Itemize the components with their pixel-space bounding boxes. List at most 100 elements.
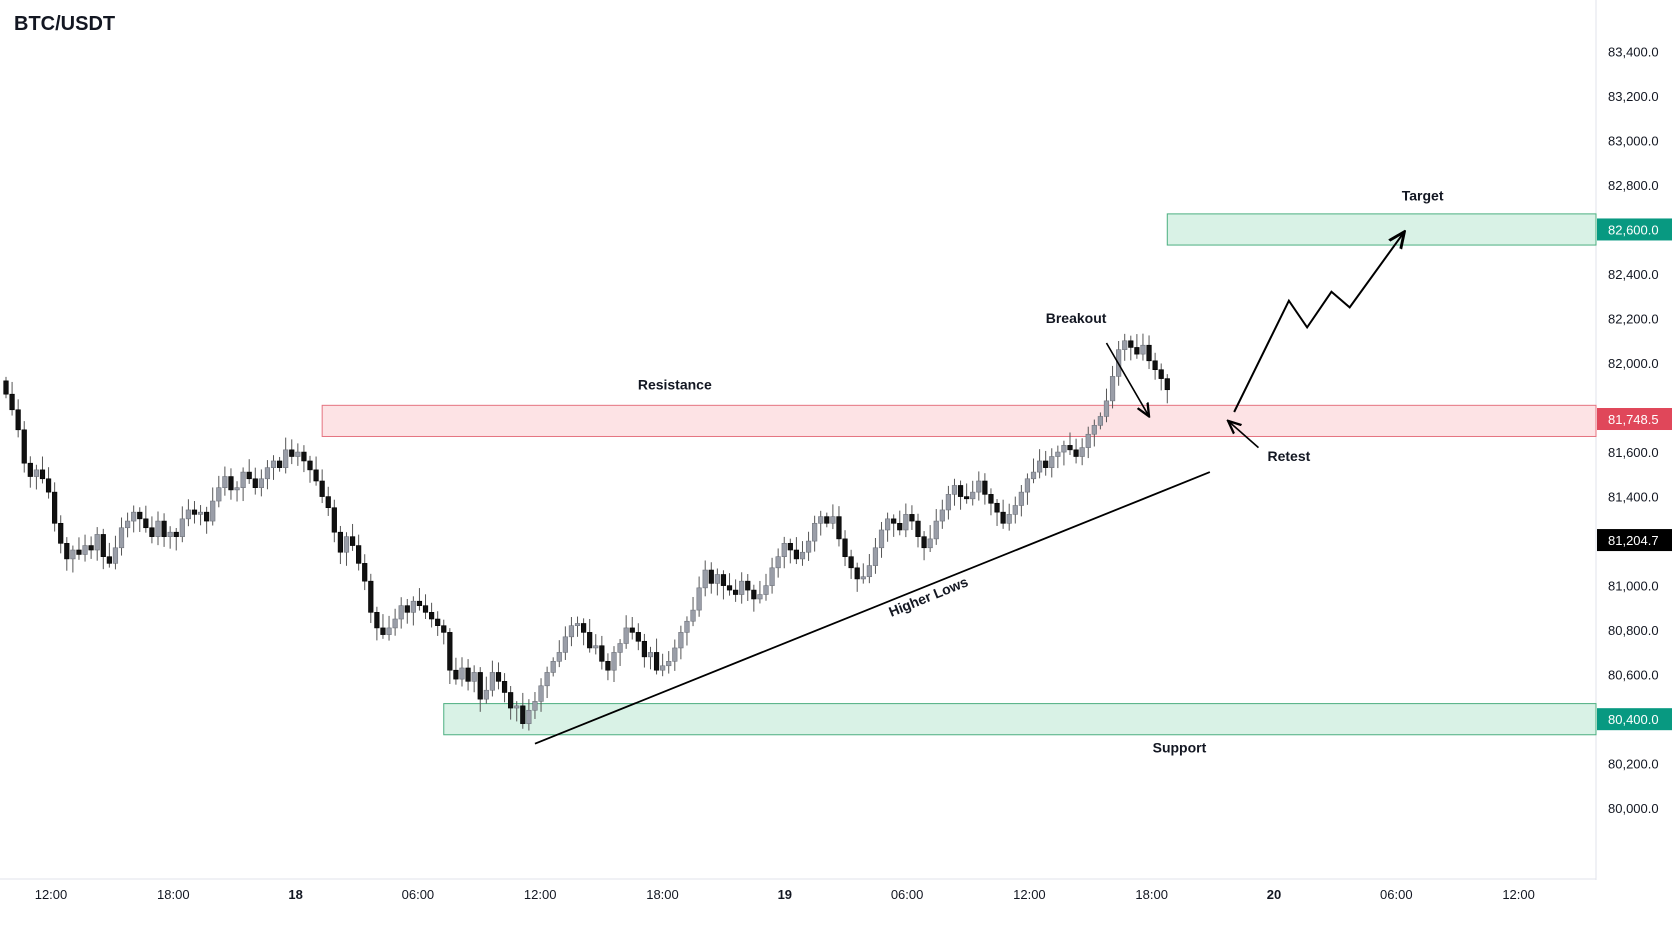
y-tick-label: 80,200.0	[1608, 757, 1659, 772]
price-tag: 81,204.7	[1597, 529, 1672, 552]
retest-arrow	[1228, 421, 1260, 449]
candle-body	[945, 494, 951, 511]
candle-body	[587, 632, 593, 649]
candle-body	[915, 520, 921, 537]
candle	[824, 512, 830, 528]
y-tick-label: 81,600.0	[1608, 445, 1659, 460]
candle	[39, 456, 46, 484]
candle	[556, 640, 562, 668]
candle	[1043, 450, 1049, 476]
candle	[544, 666, 550, 699]
x-tick-label: 12:00	[524, 887, 557, 902]
candle	[818, 510, 824, 536]
candle	[702, 560, 708, 597]
candle	[319, 469, 325, 504]
candle	[465, 659, 471, 691]
candle-body	[149, 527, 155, 537]
candle-body	[422, 605, 429, 613]
candle	[258, 469, 264, 497]
candle	[1037, 449, 1043, 479]
candle	[45, 467, 52, 499]
candle	[489, 660, 496, 697]
candle-body	[137, 511, 143, 520]
x-tick-label: 12:00	[1013, 887, 1046, 902]
candle	[732, 579, 739, 602]
candle	[15, 399, 21, 438]
candle-body	[903, 514, 909, 531]
candle-body	[76, 549, 82, 555]
candle-body	[343, 536, 350, 553]
candle-body	[58, 522, 64, 544]
candle-body	[696, 587, 702, 611]
candle	[982, 473, 988, 505]
candle	[672, 639, 678, 671]
candle-body	[1146, 344, 1152, 362]
candle-body	[106, 556, 112, 564]
candle-body	[404, 605, 410, 613]
candle	[745, 574, 751, 601]
candle-body	[611, 652, 617, 671]
candle	[769, 557, 775, 594]
candle-body	[216, 487, 222, 502]
candle-body	[751, 589, 757, 600]
candle-body	[812, 522, 818, 542]
candle	[228, 468, 234, 500]
candle	[976, 471, 982, 501]
candle	[666, 651, 672, 674]
price-tag-bg	[1597, 408, 1672, 431]
candle	[167, 526, 173, 549]
candle-body	[39, 469, 46, 480]
candle	[580, 618, 587, 646]
candle	[1085, 426, 1091, 459]
candle-body	[441, 625, 447, 633]
target-zone	[1166, 213, 1597, 246]
candle-body	[331, 507, 337, 533]
candle-body	[204, 511, 210, 522]
candle-body	[380, 627, 386, 635]
candle-body	[155, 520, 161, 537]
candle-body	[745, 580, 751, 591]
candle	[684, 616, 690, 646]
candle-body	[818, 516, 824, 524]
candle	[574, 616, 581, 637]
candle-body	[775, 556, 781, 569]
candle-body	[362, 563, 368, 582]
candle-body	[356, 545, 362, 564]
price-tag-bg	[1597, 529, 1672, 552]
x-tick-label: 18:00	[1135, 887, 1168, 902]
candle	[872, 537, 879, 574]
support-label: Support	[1153, 740, 1207, 756]
candle-body	[3, 380, 9, 395]
candle	[1152, 352, 1158, 380]
candle-body	[1012, 505, 1018, 515]
y-tick-label: 82,800.0	[1608, 178, 1659, 193]
candle	[368, 573, 374, 624]
candle-body	[647, 652, 654, 658]
candle-body	[1140, 344, 1146, 355]
candle-body	[1073, 449, 1079, 457]
candle-body	[951, 485, 958, 495]
candle	[435, 611, 441, 636]
candle	[903, 503, 909, 538]
candle	[416, 588, 423, 611]
candle	[301, 445, 307, 473]
candle-body	[568, 625, 575, 638]
candle	[708, 562, 714, 594]
candle-body	[222, 476, 228, 488]
candle	[1097, 412, 1103, 430]
y-tick-label: 80,600.0	[1608, 668, 1659, 683]
candle	[1128, 335, 1134, 361]
candles-layer	[3, 333, 1170, 731]
price-tag-label: 82,600.0	[1608, 222, 1659, 237]
candle	[70, 545, 76, 573]
candle	[149, 516, 155, 544]
candle	[939, 499, 945, 529]
candle	[349, 523, 356, 551]
candle	[532, 692, 538, 719]
candle	[1073, 438, 1079, 464]
candle-body	[94, 534, 100, 551]
candle-body	[538, 685, 544, 702]
candle	[848, 549, 854, 579]
candle	[410, 596, 416, 626]
candle-body	[623, 627, 629, 644]
